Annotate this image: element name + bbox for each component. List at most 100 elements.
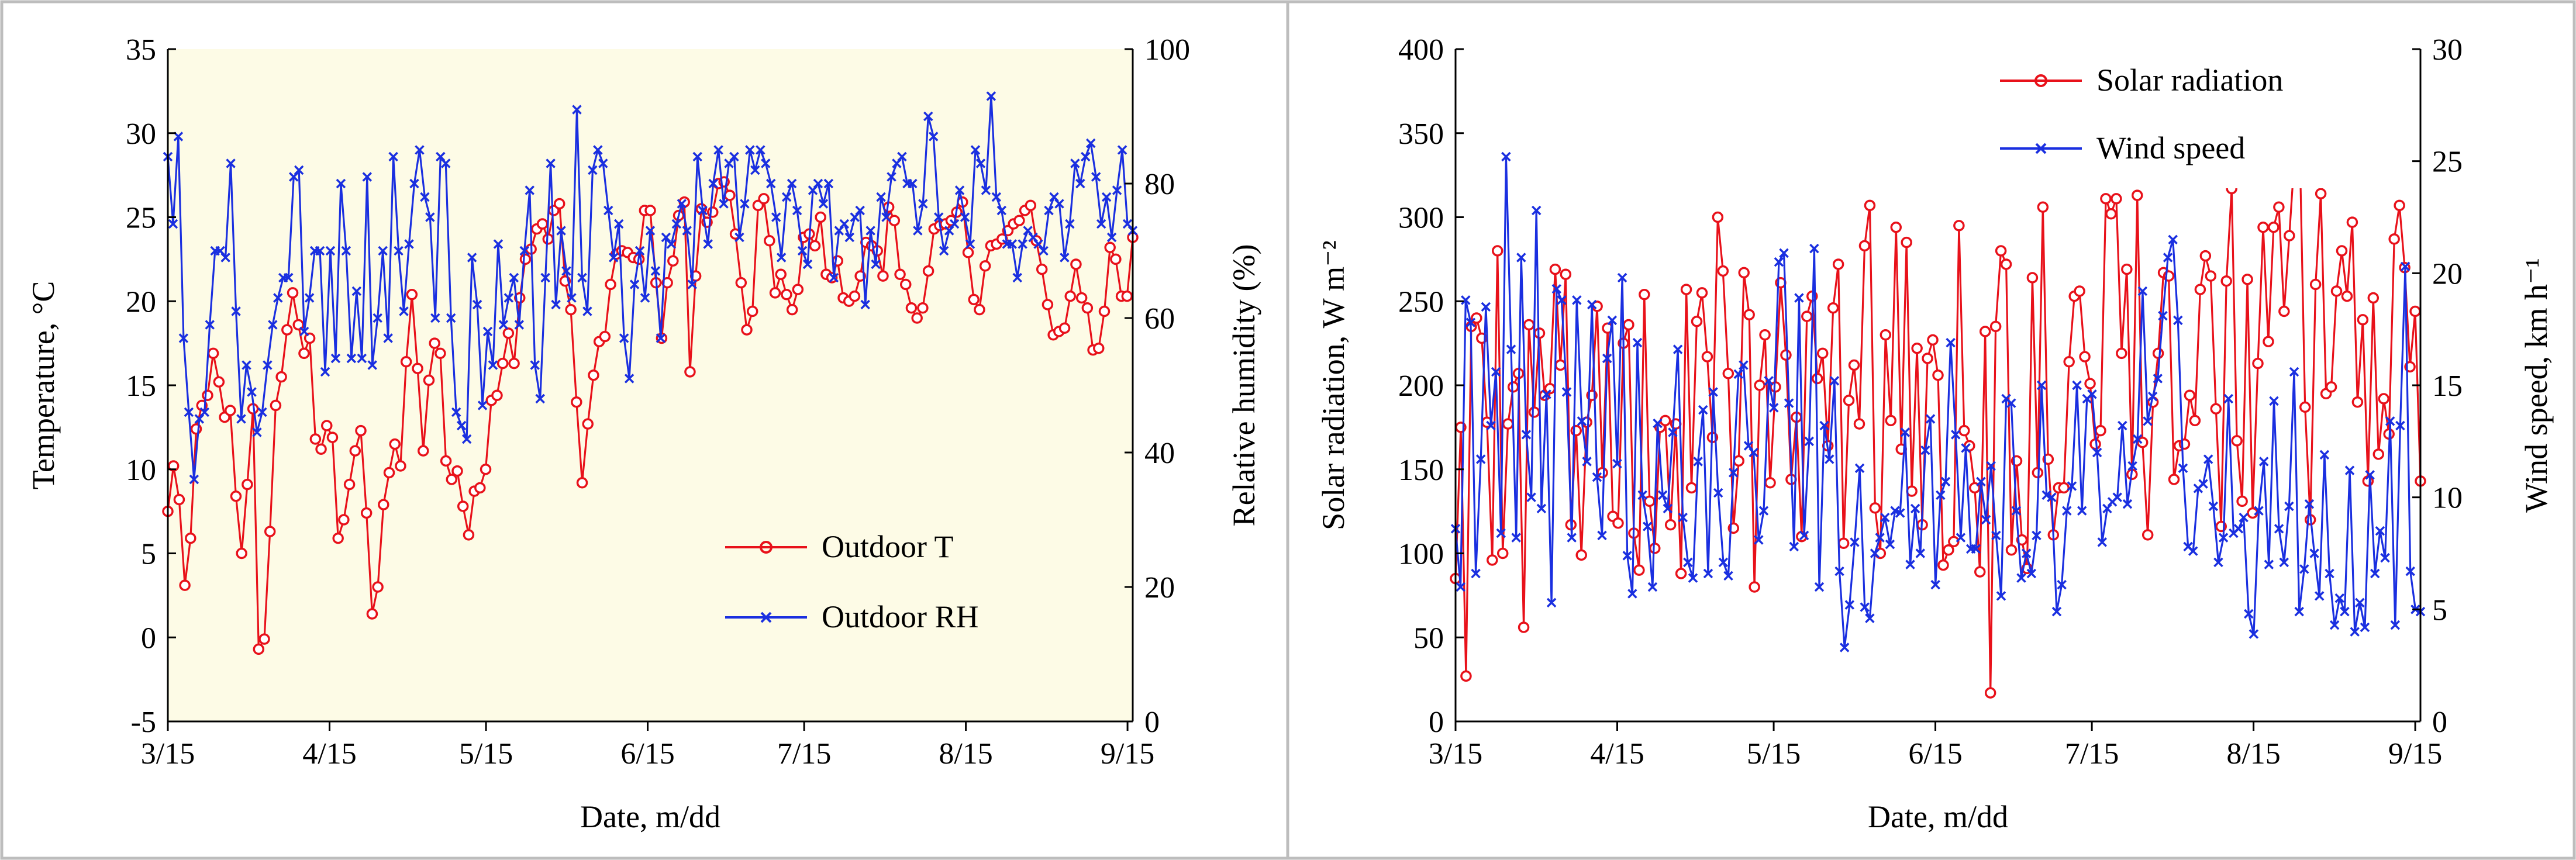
data-point — [1106, 232, 1117, 243]
data-point — [1733, 455, 1744, 467]
data-point — [954, 185, 965, 195]
left-y-axis-title: Temperature, °C — [26, 281, 61, 490]
data-point — [582, 418, 594, 430]
data-point — [860, 299, 870, 310]
data-point — [1049, 192, 1059, 202]
data-point — [2264, 559, 2274, 569]
data-point — [1637, 490, 1647, 500]
data-point — [367, 360, 377, 370]
data-point — [1799, 530, 1809, 541]
data-point — [960, 212, 970, 222]
data-point — [1749, 581, 1760, 593]
data-point — [1858, 240, 1871, 252]
data-point — [2367, 292, 2380, 304]
data-point — [420, 192, 430, 202]
data-point — [2336, 245, 2348, 257]
data-point — [1819, 420, 1829, 431]
data-point — [519, 253, 532, 265]
data-point — [298, 347, 310, 360]
left-legend: Outdoor T Outdoor RH — [725, 529, 979, 634]
data-point — [1794, 293, 1804, 303]
data-point — [1984, 687, 1996, 699]
data-point — [446, 313, 456, 323]
data-point — [1643, 521, 1653, 531]
data-point — [1691, 316, 1703, 327]
data-point — [1922, 353, 1933, 364]
right-x-tick-label: 7/15 — [2065, 737, 2119, 771]
data-point — [2274, 524, 2284, 534]
data-point — [692, 151, 702, 162]
data-point — [1036, 263, 1048, 275]
data-point — [1572, 295, 1582, 305]
data-point — [892, 158, 902, 168]
right-y2-tick-label: 25 — [2432, 146, 2463, 179]
data-point — [576, 477, 588, 489]
data-point — [832, 255, 844, 267]
data-point — [2158, 310, 2168, 321]
data-point — [273, 293, 283, 303]
data-point — [2173, 315, 2183, 326]
data-point — [1995, 245, 2007, 257]
data-point — [729, 151, 739, 162]
data-point — [1809, 243, 1819, 254]
data-point — [687, 279, 697, 289]
data-point — [2163, 253, 2173, 263]
data-point — [650, 266, 661, 276]
data-point — [661, 232, 671, 243]
data-point — [2231, 435, 2243, 447]
data-point — [1521, 430, 1532, 440]
data-point — [430, 313, 440, 323]
data-point — [1728, 468, 1739, 478]
data-point — [974, 303, 985, 316]
data-point — [514, 320, 525, 330]
data-point — [666, 239, 677, 249]
data-point — [2005, 544, 2018, 556]
data-point — [781, 289, 792, 301]
data-point — [1597, 530, 1607, 541]
data-point — [1456, 582, 1465, 592]
data-point — [1925, 414, 1936, 424]
data-point — [2021, 548, 2032, 558]
data-point — [1672, 344, 1683, 354]
data-point — [252, 427, 262, 437]
data-point — [1007, 239, 1017, 249]
data-point — [1936, 490, 1946, 500]
data-point — [682, 226, 692, 236]
data-point — [792, 205, 802, 216]
data-point — [1018, 239, 1027, 249]
data-point — [2233, 524, 2244, 534]
data-point — [257, 407, 267, 417]
data-point — [2299, 401, 2311, 413]
data-point — [2102, 503, 2112, 514]
data-point — [2380, 552, 2390, 563]
data-point — [588, 165, 598, 175]
data-point — [2254, 506, 2264, 516]
data-point — [1526, 492, 1536, 502]
data-point — [2325, 568, 2334, 579]
data-point — [1801, 310, 1813, 322]
data-point — [1758, 506, 1769, 516]
data-point — [2351, 396, 2364, 408]
data-point — [1743, 309, 1755, 320]
data-point — [1979, 326, 1991, 337]
data-point — [355, 424, 367, 437]
data-point — [2341, 290, 2353, 302]
data-point — [1592, 472, 1602, 482]
data-point — [2304, 499, 2315, 509]
legend-outdoor-rh-label: Outdoor RH — [822, 599, 979, 634]
data-point — [2239, 512, 2249, 523]
data-point — [2153, 374, 2163, 384]
data-point — [588, 369, 599, 381]
data-point — [1096, 219, 1106, 229]
data-point — [598, 158, 608, 168]
data-point — [2205, 270, 2217, 282]
right-legend: Solar radiation Wind speed — [1988, 54, 2398, 188]
right-y2-tick-label: 20 — [2432, 257, 2463, 291]
data-point — [1779, 248, 1789, 258]
data-point — [876, 192, 886, 202]
data-point — [2350, 627, 2360, 637]
data-point — [321, 420, 333, 431]
data-point — [1890, 506, 1900, 516]
data-point — [2118, 420, 2127, 431]
left-y-tick-label: 15 — [126, 369, 156, 403]
